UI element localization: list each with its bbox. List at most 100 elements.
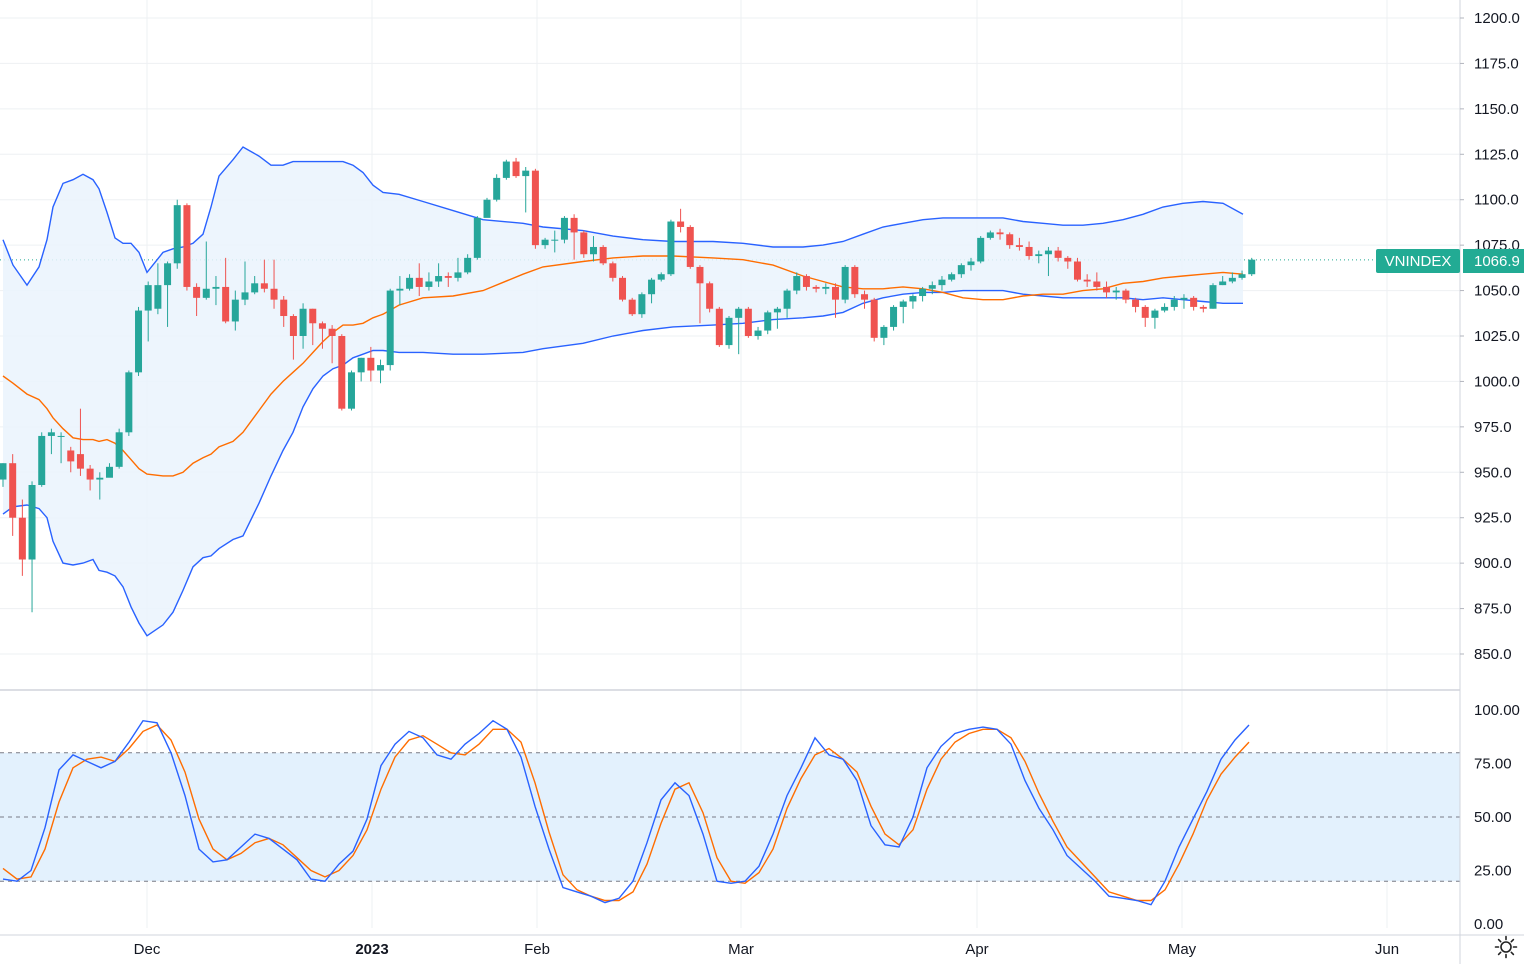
candle[interactable]: [473, 216, 481, 260]
stochastic-pane[interactable]: [2, 719, 1250, 906]
candle[interactable]: [406, 274, 414, 291]
candle[interactable]: [735, 306, 743, 355]
candle[interactable]: [1151, 308, 1159, 329]
candle[interactable]: [241, 261, 249, 306]
candle[interactable]: [812, 285, 820, 293]
candle[interactable]: [377, 359, 385, 384]
candle[interactable]: [1073, 257, 1081, 282]
candle[interactable]: [289, 314, 297, 360]
candle[interactable]: [977, 236, 985, 264]
candle[interactable]: [551, 230, 559, 253]
candle[interactable]: [280, 296, 288, 327]
candle[interactable]: [841, 265, 849, 304]
candle[interactable]: [1190, 296, 1198, 311]
candle[interactable]: [706, 281, 714, 313]
candle[interactable]: [1093, 272, 1101, 291]
candle[interactable]: [309, 308, 317, 346]
candle[interactable]: [1025, 241, 1033, 260]
candle[interactable]: [1122, 288, 1130, 304]
candle[interactable]: [986, 230, 994, 240]
candle[interactable]: [260, 259, 268, 293]
candle[interactable]: [890, 305, 898, 331]
candle[interactable]: [996, 228, 1004, 240]
candle[interactable]: [957, 263, 965, 278]
candle[interactable]: [173, 199, 181, 269]
candle[interactable]: [396, 276, 404, 306]
candle[interactable]: [183, 203, 191, 291]
candle[interactable]: [1054, 246, 1062, 262]
candle[interactable]: [754, 326, 762, 340]
candle[interactable]: [609, 261, 617, 282]
candle[interactable]: [164, 261, 172, 327]
candle[interactable]: [425, 272, 433, 291]
candle[interactable]: [822, 283, 830, 295]
candle[interactable]: [144, 281, 152, 342]
candle[interactable]: [773, 306, 781, 329]
candle[interactable]: [686, 225, 694, 269]
candlesticks[interactable]: [0, 157, 1256, 613]
candle[interactable]: [870, 297, 878, 342]
candle[interactable]: [909, 294, 917, 309]
candle[interactable]: [0, 463, 7, 487]
candle[interactable]: [57, 432, 65, 464]
candle[interactable]: [386, 288, 394, 371]
candle[interactable]: [851, 265, 859, 298]
candle[interactable]: [1083, 274, 1091, 287]
candle[interactable]: [502, 159, 510, 180]
candle[interactable]: [135, 306, 143, 376]
candle[interactable]: [1064, 256, 1072, 269]
candle[interactable]: [454, 257, 462, 282]
candle[interactable]: [764, 310, 772, 335]
candle[interactable]: [899, 299, 907, 324]
candle[interactable]: [1238, 270, 1246, 280]
candle[interactable]: [270, 259, 278, 309]
candle[interactable]: [1044, 246, 1052, 277]
candle[interactable]: [1180, 294, 1188, 309]
candle[interactable]: [1219, 276, 1227, 286]
candle[interactable]: [96, 472, 104, 500]
candle[interactable]: [86, 465, 94, 491]
candle[interactable]: [638, 292, 646, 318]
candle[interactable]: [367, 346, 375, 382]
candle[interactable]: [715, 306, 723, 347]
candle[interactable]: [802, 274, 810, 291]
candle[interactable]: [1161, 303, 1169, 313]
candle[interactable]: [628, 297, 636, 317]
candle[interactable]: [677, 208, 685, 233]
candle[interactable]: [522, 167, 530, 213]
candle[interactable]: [154, 263, 162, 315]
candle[interactable]: [115, 428, 123, 469]
candle[interactable]: [560, 216, 568, 244]
candle[interactable]: [493, 174, 501, 202]
candle[interactable]: [28, 481, 36, 613]
candle[interactable]: [347, 370, 355, 411]
candle[interactable]: [619, 276, 627, 302]
candle[interactable]: [318, 321, 326, 349]
candle[interactable]: [125, 370, 133, 436]
candle[interactable]: [744, 306, 752, 338]
candle[interactable]: [880, 325, 888, 346]
candle[interactable]: [919, 286, 927, 302]
candle[interactable]: [76, 408, 84, 476]
candle[interactable]: [570, 214, 578, 260]
candle[interactable]: [580, 230, 588, 258]
candle[interactable]: [831, 283, 839, 318]
candle[interactable]: [1199, 305, 1207, 313]
candle[interactable]: [231, 290, 239, 331]
candle[interactable]: [299, 303, 307, 349]
candle[interactable]: [725, 316, 733, 349]
candle[interactable]: [9, 454, 17, 536]
candle[interactable]: [464, 254, 472, 275]
candle[interactable]: [67, 446, 75, 473]
candle[interactable]: [222, 257, 230, 324]
candle[interactable]: [938, 276, 946, 291]
candle[interactable]: [483, 197, 491, 218]
candle[interactable]: [541, 237, 549, 249]
candle[interactable]: [47, 428, 55, 455]
candle[interactable]: [212, 276, 220, 306]
candle[interactable]: [1170, 296, 1178, 311]
candle[interactable]: [793, 272, 801, 295]
candle[interactable]: [105, 463, 113, 478]
candle[interactable]: [444, 272, 452, 287]
